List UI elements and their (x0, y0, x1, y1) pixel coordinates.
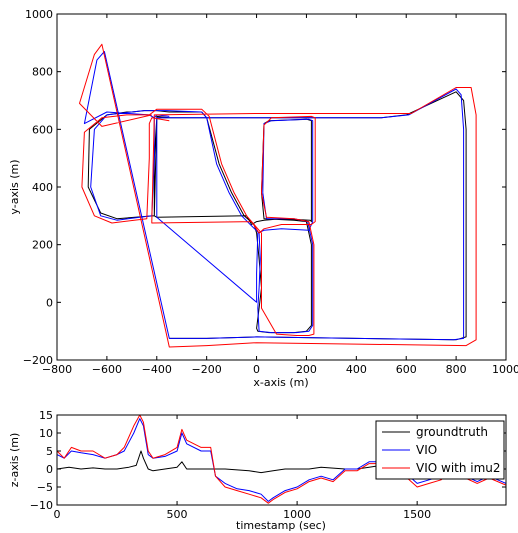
trajectory-x-axis-label: x-axis (m) (253, 376, 308, 389)
altitude-x-tick-label: 1000 (283, 508, 311, 521)
altitude-y-tick-label: −5 (37, 481, 53, 494)
altitude-y-tick-label: 10 (39, 427, 53, 440)
altitude-y-tick-label: −10 (30, 499, 53, 512)
trajectory-series-groundtruth (87, 91, 467, 341)
trajectory-y-axis-label: y-axis (m) (8, 159, 21, 214)
trajectory-y-tick-label: 800 (32, 66, 53, 79)
trajectory-x-tick-label: −200 (192, 363, 222, 376)
altitude-x-tick-label: 0 (54, 508, 61, 521)
altitude-y-axis-label: z-axis (m) (8, 433, 21, 488)
altitude-x-axis-label: timestamp (sec) (236, 519, 326, 532)
trajectory-x-tick-label: 600 (396, 363, 417, 376)
trajectory-series-vio (83, 51, 465, 341)
trajectory-x-tick-label: 200 (296, 363, 317, 376)
altitude-y-tick-label: 15 (39, 409, 53, 422)
trajectory-y-tick-label: 1000 (25, 8, 53, 21)
trajectory-y-tick-label: −200 (23, 354, 53, 367)
trajectory-x-tick-label: 1000 (492, 363, 518, 376)
altitude-x-tick-label: 500 (167, 508, 188, 521)
trajectory-x-tick-label: 0 (253, 363, 260, 376)
trajectory-y-tick-label: 200 (32, 239, 53, 252)
trajectory-plot-frame (56, 13, 507, 361)
trajectory-y-tick-label: 400 (32, 181, 53, 194)
trajectory-series-vio-with-imu2 (79, 43, 477, 348)
legend-label-vio-with-imu2: VIO with imu2 (416, 461, 501, 475)
legend: groundtruth VIO VIO with imu2 (375, 420, 505, 480)
altitude-series-vio-with-imu2 (57, 415, 506, 504)
trajectory-x-tick-label: −800 (42, 363, 72, 376)
trajectory-plot: −800 −600 −400 −200 0 200 400 600 800 1000 −200 0 20… (8, 8, 518, 389)
trajectory-y-tick-label: 0 (46, 296, 53, 309)
trajectory-y-tick-label: 600 (32, 123, 53, 136)
altitude-y-tick-label: 5 (46, 445, 53, 458)
altitude-x-tick-label: 1500 (403, 508, 431, 521)
altitude-y-tick-label: 0 (46, 463, 53, 476)
trajectory-x-tick-label: 800 (446, 363, 467, 376)
trajectory-x-tick-label: 400 (346, 363, 367, 376)
trajectory-x-tick-label: −400 (142, 363, 172, 376)
altitude-plot-frame (56, 414, 507, 506)
legend-label-vio: VIO (416, 443, 437, 457)
legend-label-groundtruth: groundtruth (416, 425, 488, 439)
trajectory-x-tick-label: −600 (92, 363, 122, 376)
